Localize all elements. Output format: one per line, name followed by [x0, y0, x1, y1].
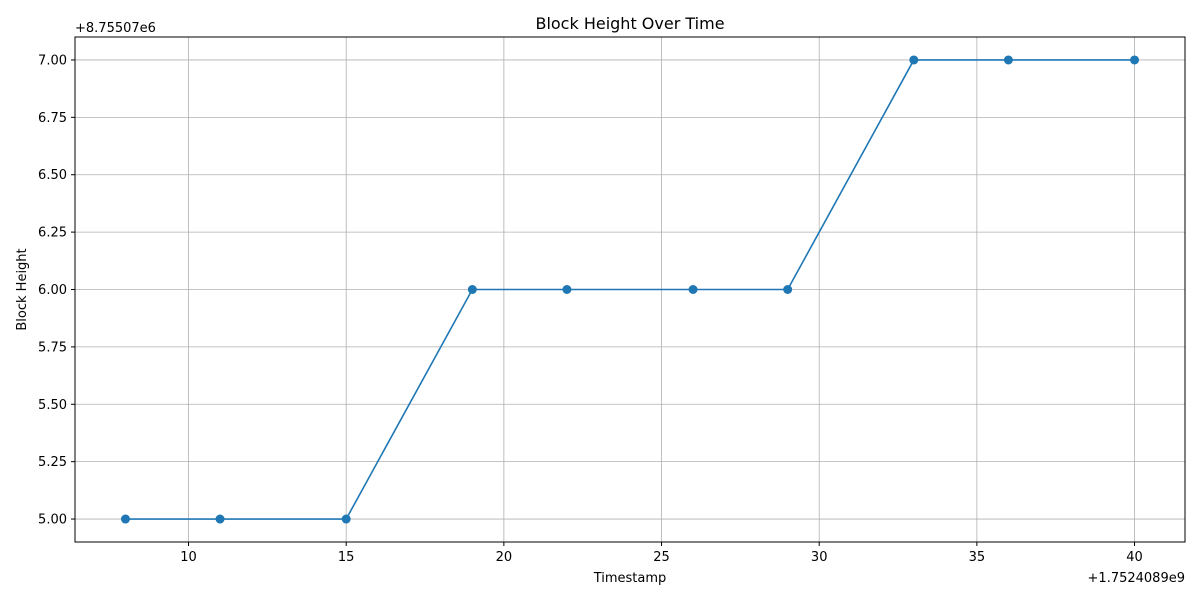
x-axis-offset-label: +1.7524089e9: [1088, 571, 1185, 586]
series-line: [125, 59, 1135, 520]
y-tick-label: 7.00: [38, 53, 67, 68]
grid: [75, 37, 1185, 542]
data-point: [120, 514, 130, 524]
y-tick-label: 5.25: [38, 455, 67, 470]
x-tick-label: 20: [496, 550, 513, 565]
y-axis-label: Block Height: [15, 248, 30, 330]
data-point: [783, 285, 793, 294]
y-tick-label: 6.25: [38, 226, 67, 241]
y-tick-label: 6.00: [38, 283, 67, 298]
data-point: [562, 285, 572, 294]
y-tick-label: 5.50: [38, 398, 67, 413]
y-tick-label: 6.50: [38, 168, 67, 183]
data-point: [341, 514, 351, 524]
x-tick-label: 10: [180, 550, 197, 565]
x-axis-label: Timestamp: [593, 571, 667, 586]
x-tick-label: 15: [338, 550, 355, 565]
y-tick-label: 5.75: [38, 340, 67, 355]
chart-title: Block Height Over Time: [535, 14, 724, 33]
x-tick-label: 40: [1126, 550, 1143, 565]
axis-ticks: 10 15 20 25 30 35 40 5.00 5.25 5.50 5.75 6.00 6.25 6.…: [38, 53, 1143, 565]
data-series: [120, 55, 1140, 524]
y-tick-label: 6.75: [38, 111, 67, 126]
data-point: [1003, 55, 1013, 65]
y-axis-offset-label: +8.75507e6: [75, 21, 156, 36]
data-point: [688, 285, 698, 294]
data-point: [467, 285, 477, 294]
x-tick-label: 30: [811, 550, 828, 565]
x-tick-label: 25: [653, 550, 670, 565]
data-point: [1130, 55, 1140, 65]
data-point: [215, 514, 225, 524]
y-tick-label: 5.00: [38, 513, 67, 528]
x-tick-label: 35: [969, 550, 986, 565]
data-point: [909, 55, 919, 65]
